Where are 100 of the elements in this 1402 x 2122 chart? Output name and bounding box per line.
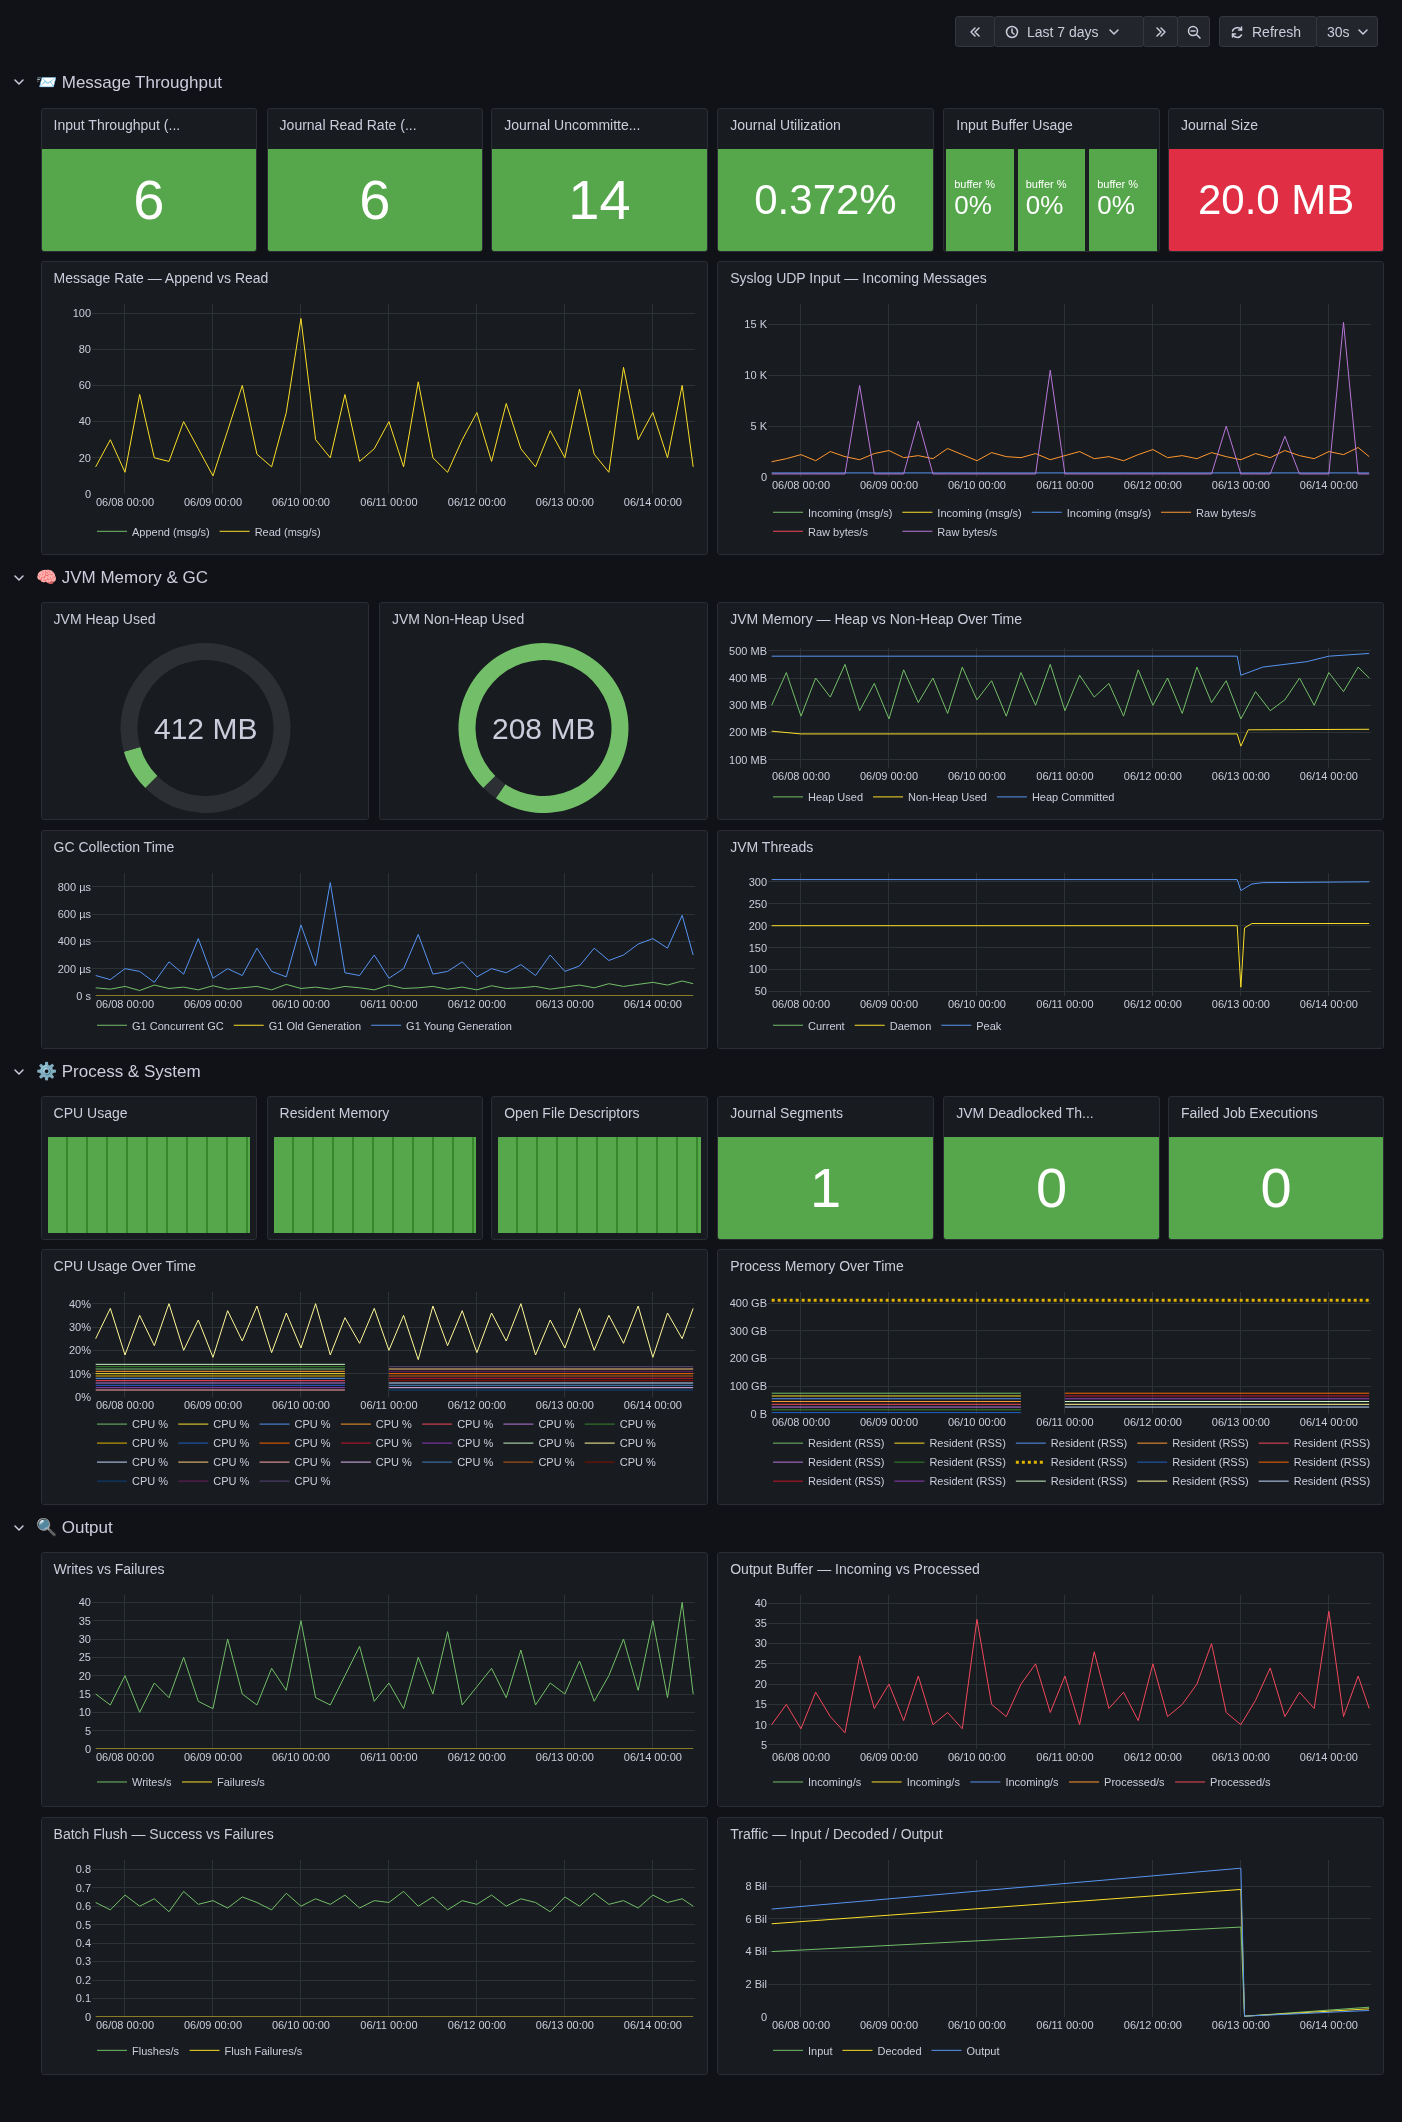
text: 0.372% [754, 175, 897, 223]
y-tick-label: 250 [748, 897, 768, 910]
legend-label: Resident (RSS) [1293, 1475, 1371, 1488]
x-tick-label: 06/08 00:00 [772, 2019, 831, 2032]
y-tick-label: 200 [748, 919, 768, 932]
legend-label: Resident (RSS) [1172, 1475, 1249, 1488]
category-label: buffer % [1025, 178, 1067, 191]
chart-title: CPU Usage Over Time [53, 1258, 196, 1275]
y-tick-label: 40 [78, 415, 91, 428]
legend-label: Append (msg/s) [131, 525, 210, 538]
y-tick-label: 0.2 [75, 1974, 91, 1987]
y-tick-label: 200 GB [729, 1352, 768, 1365]
x-tick-label: 06/09 00:00 [183, 1399, 242, 1412]
legend-label: Input [808, 2045, 833, 2058]
chart-title: Writes vs Failures [53, 1561, 165, 1578]
x-tick-label: 06/09 00:00 [183, 2019, 242, 2032]
legend-label: CPU % [456, 1418, 493, 1431]
legend-label: Flushes/s [131, 2045, 180, 2058]
y-tick-label: 80 [78, 343, 91, 356]
legend-label: CPU % [375, 1456, 412, 1469]
text: 📨 Message Throughput [36, 71, 223, 93]
y-tick-label: 5 [761, 1739, 768, 1752]
legend-label: G1 Concurrent GC [131, 1019, 224, 1032]
text: Failed Job Executions [1180, 1105, 1318, 1122]
x-tick-label: 06/10 00:00 [271, 997, 330, 1010]
x-tick-label: 06/13 00:00 [535, 997, 594, 1010]
text: 0% [1025, 190, 1064, 221]
chart-title: JVM Threads [730, 838, 814, 855]
y-tick-label: 100 [748, 963, 768, 976]
legend-label: CPU % [375, 1437, 412, 1450]
x-tick-label: 06/14 00:00 [1300, 1416, 1359, 1429]
y-tick-label: 10 K [744, 369, 768, 382]
chart-title: GC Collection Time [53, 838, 175, 855]
x-tick-label: 06/13 00:00 [1212, 770, 1271, 783]
x-tick-label: 06/13 00:00 [1212, 1751, 1271, 1764]
text: Journal Utilization [730, 117, 841, 134]
text: Last 7 days [1027, 23, 1099, 40]
text: 🧠 JVM Memory & GC [36, 567, 209, 589]
x-tick-label: 06/09 00:00 [183, 997, 242, 1010]
y-tick-label: 6 Bil [745, 1913, 768, 1926]
y-tick-label: 30% [68, 1320, 91, 1333]
text: Open File Descriptors [504, 1105, 640, 1122]
legend-label: Processed/s [1210, 1776, 1272, 1789]
legend-label: Resident (RSS) [929, 1456, 1007, 1469]
legend-label: CPU % [619, 1418, 656, 1431]
chart-title: Traffic — Input / Decoded / Output [730, 1826, 943, 1843]
y-tick-label: 5 [84, 1724, 91, 1737]
x-tick-label: 06/14 00:00 [1300, 770, 1359, 783]
x-tick-label: 06/12 00:00 [447, 997, 506, 1010]
x-tick-label: 06/08 00:00 [772, 770, 831, 783]
legend-label: CPU % [294, 1418, 331, 1431]
y-tick-label: 25 [78, 1651, 91, 1664]
y-tick-label: 400 GB [729, 1297, 768, 1310]
legend-label: Incoming/s [906, 1776, 961, 1789]
chart-title: Syslog UDP Input — Incoming Messages [730, 270, 987, 287]
legend-label: Non-Heap Used [908, 791, 988, 804]
x-tick-label: 06/08 00:00 [772, 997, 831, 1010]
y-tick-label: 0 [761, 2011, 768, 2024]
x-tick-label: 06/08 00:00 [772, 479, 831, 492]
legend-label: Incoming/s [808, 1776, 862, 1789]
legend-label: Incoming/s [1005, 1776, 1060, 1789]
y-tick-label: 30 [78, 1633, 91, 1646]
y-tick-label: 100 MB [729, 753, 768, 766]
legend-label: Resident (RSS) [1051, 1475, 1128, 1488]
y-tick-label: 0% [74, 1390, 91, 1403]
legend-label: CPU % [619, 1456, 656, 1469]
y-tick-label: 50 [754, 985, 768, 998]
legend-label: Heap Used [808, 791, 864, 804]
x-tick-label: 06/12 00:00 [1124, 479, 1183, 492]
legend-label: Processed/s [1104, 1776, 1166, 1789]
y-tick-label: 0.5 [75, 1918, 91, 1931]
legend-label: CPU % [212, 1418, 250, 1431]
legend-label: CPU % [456, 1456, 493, 1469]
x-tick-label: 06/12 00:00 [1124, 770, 1183, 783]
y-tick-label: 200 µs [57, 962, 92, 975]
y-tick-label: 2 Bil [745, 1978, 768, 1991]
legend-label: Resident (RSS) [808, 1437, 885, 1450]
legend-label: CPU % [212, 1456, 250, 1469]
y-tick-label: 10 [78, 1706, 91, 1719]
y-tick-label: 8 Bil [745, 1880, 768, 1893]
chart-title: Output Buffer — Incoming vs Processed [730, 1561, 980, 1578]
legend-label: CPU % [131, 1456, 168, 1469]
x-tick-label: 06/12 00:00 [447, 496, 506, 509]
y-tick-label: 0 [84, 1743, 91, 1756]
text: Input Buffer Usage [956, 117, 1073, 134]
x-tick-label: 06/09 00:00 [183, 496, 242, 509]
x-tick-label: 06/14 00:00 [623, 2019, 682, 2032]
text: ⚙ Process & System [36, 1061, 201, 1083]
text: 1 [809, 1156, 842, 1220]
x-tick-label: 06/14 00:00 [623, 1399, 682, 1412]
x-tick-label: 06/12 00:00 [1124, 1416, 1183, 1429]
x-tick-label: 06/09 00:00 [860, 2019, 919, 2032]
y-tick-label: 0.4 [75, 1937, 91, 1950]
x-tick-label: 06/12 00:00 [1124, 1751, 1183, 1764]
legend-label: Heap Committed [1032, 791, 1115, 804]
x-tick-label: 06/12 00:00 [1124, 997, 1183, 1010]
y-tick-label: 400 µs [57, 934, 92, 947]
text: 6 [359, 168, 391, 232]
y-tick-label: 25 [754, 1657, 768, 1670]
y-tick-label: 0.7 [75, 1882, 91, 1895]
